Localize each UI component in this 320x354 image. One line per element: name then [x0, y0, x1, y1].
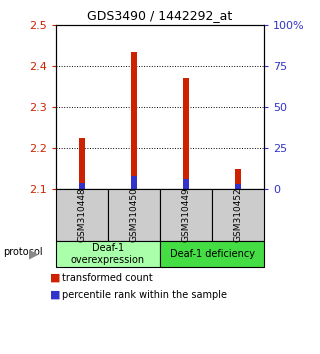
- Bar: [183, 78, 189, 189]
- Bar: [131, 176, 137, 189]
- Text: transformed count: transformed count: [62, 273, 153, 282]
- Text: GSM310450: GSM310450: [130, 188, 139, 242]
- Text: ▶: ▶: [29, 247, 38, 261]
- Text: protocol: protocol: [3, 247, 43, 257]
- Title: GDS3490 / 1442292_at: GDS3490 / 1442292_at: [87, 9, 233, 22]
- Text: Deaf-1 deficiency: Deaf-1 deficiency: [170, 249, 254, 259]
- Bar: [235, 184, 241, 189]
- Bar: [183, 179, 189, 189]
- Text: ■: ■: [50, 273, 60, 282]
- Bar: [235, 169, 241, 189]
- Text: Deaf-1
overexpression: Deaf-1 overexpression: [71, 243, 145, 265]
- Bar: [79, 138, 85, 189]
- Text: GSM310452: GSM310452: [234, 188, 243, 242]
- Text: GSM310448: GSM310448: [77, 188, 86, 242]
- Bar: [131, 52, 137, 189]
- Bar: [79, 183, 85, 189]
- Text: GSM310449: GSM310449: [181, 188, 190, 242]
- Text: percentile rank within the sample: percentile rank within the sample: [62, 290, 228, 299]
- Text: ■: ■: [50, 290, 60, 299]
